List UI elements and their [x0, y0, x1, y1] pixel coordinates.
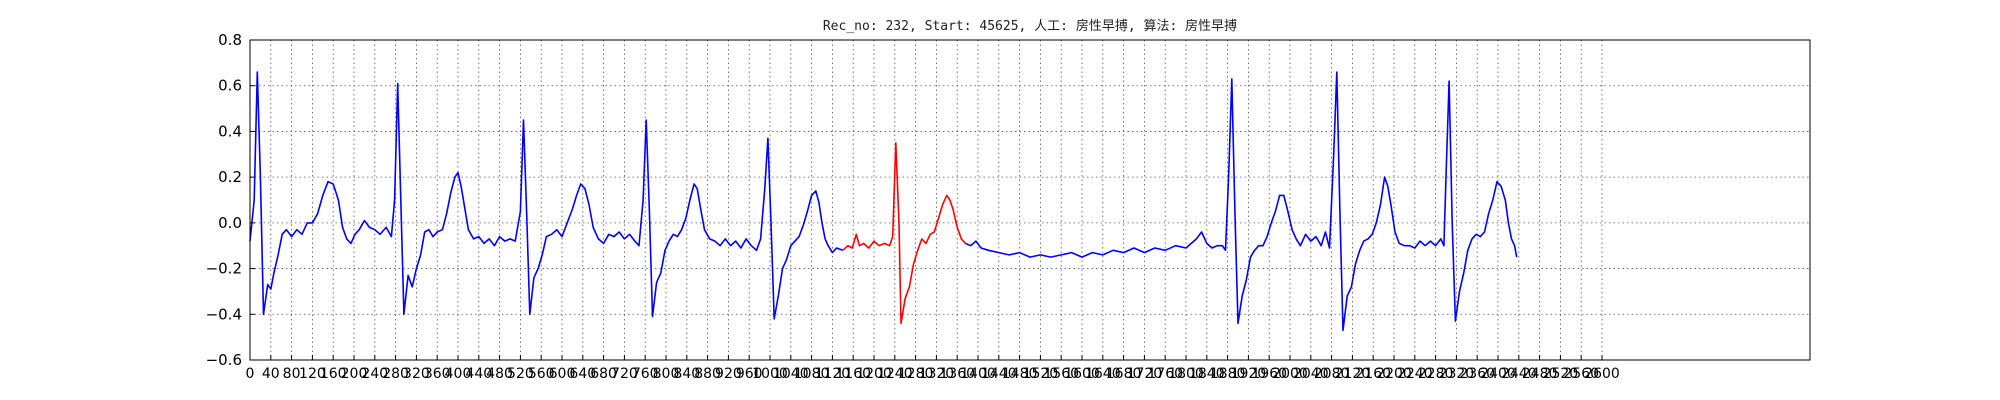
ecg-trace-before-beat [249, 71, 844, 320]
chart-title: Rec_no: 232, Start: 45625, 人工: 房性早搏, 算法:… [823, 18, 1237, 34]
x-tick-label: 2000 [1272, 366, 1308, 382]
x-tick-label: 2440 [1501, 366, 1537, 382]
x-tick-label: 1240 [877, 366, 913, 382]
x-tick-label: 1560 [1043, 366, 1079, 382]
x-tick-label: 2560 [1563, 366, 1599, 382]
x-tick-label: 1160 [835, 366, 871, 382]
x-tick-label: 240 [361, 366, 388, 382]
x-tick-label: 1120 [815, 366, 851, 382]
x-tick-label: 2160 [1355, 366, 1391, 382]
x-tick-label: 440 [465, 366, 492, 382]
x-tick-label: 2400 [1480, 366, 1516, 382]
x-tick-label: 480 [486, 366, 513, 382]
x-tick-label: 2200 [1376, 366, 1412, 382]
series-layer [249, 71, 1518, 332]
x-tick-label: 800 [653, 366, 680, 382]
x-tick-label: 40 [262, 366, 280, 382]
x-tick-label: 640 [569, 366, 596, 382]
x-tick-label: 160 [320, 366, 347, 382]
x-tick-label: 1440 [981, 366, 1017, 382]
x-tick-label: 1840 [1189, 366, 1225, 382]
y-tick-label: 0.6 [218, 77, 242, 95]
x-tick-label: 200 [341, 366, 368, 382]
x-tick-label: 1520 [1023, 366, 1059, 382]
x-tick-label: 1920 [1231, 366, 1267, 382]
x-tick-label: 960 [736, 366, 763, 382]
x-tick-label: 920 [715, 366, 742, 382]
x-tick-label: 1320 [919, 366, 955, 382]
x-tick-label: 1720 [1127, 366, 1163, 382]
x-tick-label: 520 [507, 366, 534, 382]
x-tick-label: 2280 [1418, 366, 1454, 382]
x-tick-label: 1800 [1168, 366, 1204, 382]
y-tick-label: 0.4 [218, 122, 242, 140]
x-tick-label: 2600 [1584, 366, 1620, 382]
y-tick-label: 0.8 [218, 31, 242, 49]
x-tick-label: 880 [694, 366, 721, 382]
ecg-trace-marked-beat [842, 142, 967, 325]
x-tick-label: 1360 [939, 366, 975, 382]
ecg-trace-after-beat [965, 71, 1518, 332]
x-tick-label: 1880 [1210, 366, 1246, 382]
y-axis-ticks: 0.8 0.6 0.4 0.2 0.0 −0.2 −0.4 −0.6 [206, 31, 255, 369]
x-tick-label: 680 [590, 366, 617, 382]
x-axis-ticks: 0 40 8012016020024028032036040044048052056… [246, 355, 1620, 382]
x-tick-label: 840 [673, 366, 700, 382]
x-tick-label: 560 [528, 366, 555, 382]
y-tick-label: −0.6 [206, 351, 242, 369]
x-tick-label: 2080 [1314, 366, 1350, 382]
x-tick-label: 1760 [1147, 366, 1183, 382]
x-tick-label: 1480 [1002, 366, 1038, 382]
x-tick-label: 2240 [1397, 366, 1433, 382]
x-tick-label: 1640 [1085, 366, 1121, 382]
x-tick-label: 720 [611, 366, 638, 382]
x-tick-label: 360 [424, 366, 451, 382]
x-tick-label: 2480 [1522, 366, 1558, 382]
y-tick-label: 0.0 [218, 214, 242, 232]
plot-frame [249, 39, 1811, 361]
x-tick-label: 400 [445, 366, 472, 382]
x-tick-label: 280 [382, 366, 409, 382]
x-tick-label: 2120 [1335, 366, 1371, 382]
y-tick-label: −0.2 [206, 260, 242, 278]
x-tick-label: 1040 [773, 366, 809, 382]
x-tick-label: 1280 [898, 366, 934, 382]
x-tick-label: 1000 [752, 366, 788, 382]
x-tick-label: 0 [246, 366, 255, 382]
x-tick-label: 1400 [960, 366, 996, 382]
x-tick-label: 80 [283, 366, 301, 382]
x-tick-label: 2320 [1439, 366, 1475, 382]
x-tick-label: 600 [549, 366, 576, 382]
x-tick-label: 1200 [856, 366, 892, 382]
x-tick-label: 1080 [794, 366, 830, 382]
x-tick-label: 2360 [1459, 366, 1495, 382]
x-tick-label: 760 [632, 366, 659, 382]
x-tick-label: 1960 [1251, 366, 1287, 382]
grid-layer [249, 39, 1810, 361]
x-tick-label: 2520 [1543, 366, 1579, 382]
x-tick-label: 120 [299, 366, 326, 382]
x-tick-label: 320 [403, 366, 430, 382]
x-tick-label: 1680 [1106, 366, 1142, 382]
y-tick-label: 0.2 [218, 168, 242, 186]
y-tick-label: −0.4 [206, 305, 242, 323]
x-tick-label: 1600 [1064, 366, 1100, 382]
x-tick-label: 2040 [1293, 366, 1329, 382]
